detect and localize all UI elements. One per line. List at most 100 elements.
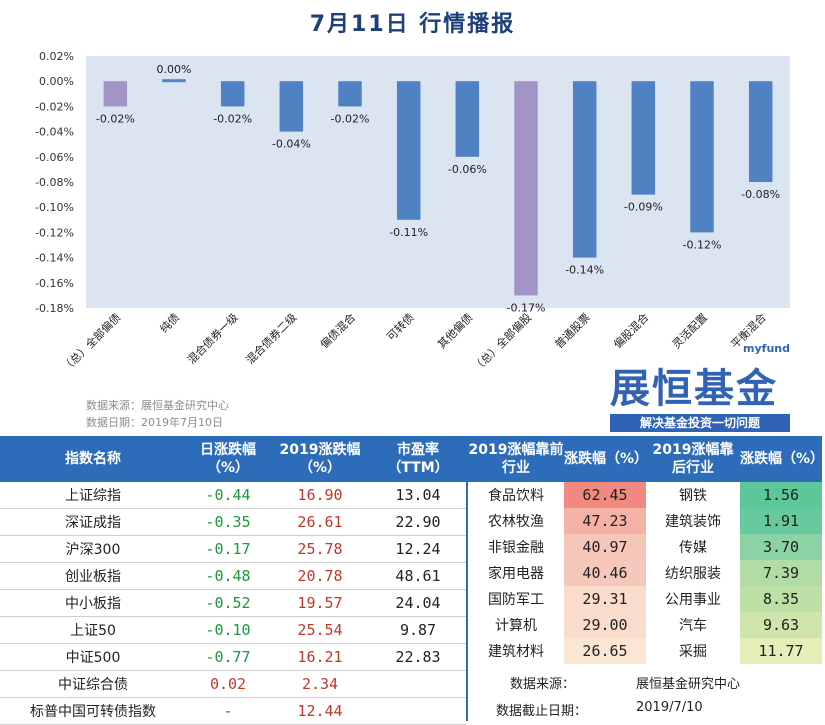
- x-tick-label: 混合债券一级: [184, 310, 241, 367]
- footer-source-value: 展恒基金研究中心: [636, 677, 741, 692]
- index-ytd-change: 12.44: [270, 697, 370, 725]
- table-row: 中小板指 -0.52 19.57 24.04: [0, 589, 466, 617]
- index-pe: 24.04: [370, 589, 466, 617]
- data-label: -0.14%: [565, 264, 604, 277]
- index-pe: [370, 697, 466, 725]
- index-day-change: 0.02: [186, 670, 270, 698]
- bottom-industry-value: 7.39: [740, 560, 822, 586]
- table-row: 创业板指 -0.48 20.78 48.61: [0, 562, 466, 590]
- index-name: 上证50: [0, 616, 186, 644]
- column-header: 市盈率（TTM）: [370, 436, 466, 482]
- column-header: 2019涨幅靠后行业: [646, 436, 740, 482]
- table-row: 计算机 29.00 汽车 9.63: [468, 612, 822, 638]
- bar: [455, 81, 480, 157]
- top-industry-value: 47.23: [564, 508, 646, 534]
- bar: [279, 81, 304, 132]
- bar: [572, 81, 597, 258]
- x-tick-label: 普通股票: [552, 310, 593, 351]
- data-label: 0.00%: [157, 63, 192, 76]
- bottom-industry-name: 纺织服装: [665, 566, 721, 582]
- data-label: -0.11%: [389, 226, 428, 239]
- data-label: -0.09%: [624, 201, 663, 214]
- table-row: 上证50 -0.10 25.54 9.87: [0, 616, 466, 644]
- bar: [514, 81, 538, 296]
- y-tick-label: -0.12%: [35, 226, 74, 239]
- x-tick-label: 纯债: [157, 310, 182, 335]
- top-industry-value: 29.31: [564, 586, 646, 612]
- index-ytd-change: 19.57: [270, 589, 370, 617]
- index-pe: [370, 670, 466, 698]
- index-ytd-change: 26.61: [270, 508, 370, 536]
- column-header: 2019涨跌幅（%）: [270, 436, 370, 482]
- page-title: 7月11日 行情播报: [309, 12, 516, 37]
- index-ytd-change: 25.54: [270, 616, 370, 644]
- column-header: 2019涨幅靠前行业: [468, 436, 564, 482]
- chart-date: 数据日期：2019年7月10日: [86, 416, 223, 429]
- top-industry-name: 建筑材料: [488, 644, 544, 660]
- footer-date-value: 2019/7/10: [636, 700, 703, 715]
- index-name: 深证成指: [0, 508, 186, 536]
- table-row: 非银金融 40.97 传媒 3.70: [468, 534, 822, 560]
- column-header: 指数名称: [0, 436, 186, 482]
- index-ytd-change: 16.90: [270, 482, 370, 509]
- y-tick-label: 0.00%: [39, 75, 74, 88]
- footer-source-label: 数据来源：: [510, 677, 576, 692]
- index-day-change: -0.10: [186, 616, 270, 644]
- index-pe: 22.90: [370, 508, 466, 536]
- top-industry-name: 非银金融: [488, 540, 544, 556]
- bottom-industry-value: 8.35: [740, 586, 822, 612]
- table-row: 家用电器 40.46 纺织服装 7.39: [468, 560, 822, 586]
- table-row: 标普中国可转债指数 -12.44: [0, 697, 466, 725]
- y-tick-label: -0.08%: [35, 176, 74, 189]
- top-industry-name: 食品饮料: [488, 488, 544, 504]
- table-row: 中证综合债 0.02 2.34: [0, 670, 466, 698]
- index-name: 创业板指: [0, 562, 186, 590]
- table-row: 上证综指 -0.44 16.90 13.04: [0, 482, 466, 509]
- bottom-industry-value: 11.77: [740, 638, 822, 664]
- plot-area: [86, 56, 790, 308]
- index-day-change: -0.48: [186, 562, 270, 590]
- bar: [631, 81, 656, 195]
- x-tick-label: 偏债混合: [317, 310, 358, 351]
- bar: [396, 81, 421, 220]
- x-tick-label: （总）全部偏债: [59, 310, 123, 374]
- data-label: -0.02%: [213, 112, 252, 125]
- top-industry-value: 40.97: [564, 534, 646, 560]
- y-tick-label: -0.18%: [35, 302, 74, 315]
- bottom-industry-value: 3.70: [740, 534, 822, 560]
- bottom-industry-name: 公用事业: [665, 592, 721, 608]
- bar: [220, 81, 245, 107]
- data-label: -0.06%: [448, 163, 487, 176]
- index-pe: 48.61: [370, 562, 466, 590]
- table-row: 中证500 -0.77 16.21 22.83: [0, 643, 466, 671]
- table-row: 国防军工 29.31 公用事业 8.35: [468, 586, 822, 612]
- bar: [103, 81, 128, 107]
- chart-source: 数据来源：展恒基金研究中心: [86, 399, 229, 412]
- index-ytd-change: 2.34: [270, 670, 370, 698]
- y-tick-label: -0.02%: [35, 100, 74, 113]
- index-day-change: -0.44: [186, 482, 270, 509]
- index-ytd-change: 16.21: [270, 643, 370, 671]
- top-industry-value: 29.00: [564, 612, 646, 638]
- top-industry-value: 40.46: [564, 560, 646, 586]
- column-header: 涨跌幅（%）: [564, 436, 648, 482]
- top-industry-name: 农林牧渔: [488, 514, 544, 530]
- index-day-change: -: [186, 697, 270, 725]
- index-table: 指数名称 日涨跌幅（%） 2019涨跌幅（%） 市盈率（TTM） 上证综指 -0.44 1…: [0, 436, 466, 725]
- top-industry-name: 国防军工: [488, 592, 544, 608]
- bottom-industry-name: 汽车: [679, 618, 707, 634]
- bottom-industry-name: 传媒: [679, 540, 707, 556]
- column-header: 日涨跌幅（%）: [186, 436, 270, 482]
- logo-brand: myfund: [743, 342, 790, 355]
- top-industry-name: 家用电器: [488, 566, 544, 582]
- index-name: 中小板指: [0, 589, 186, 617]
- bottom-industry-value: 1.91: [740, 508, 822, 534]
- y-tick-label: -0.06%: [35, 151, 74, 164]
- index-day-change: -0.17: [186, 535, 270, 563]
- table-row: 食品饮料 62.45 钢铁 1.56: [468, 482, 822, 508]
- top-industry-value: 26.65: [564, 638, 646, 664]
- bar-chart: 0.02% 0.00% -0.02% -0.04% -0.06% -0.08% -0.10%…: [35, 50, 790, 375]
- bottom-industry-name: 建筑装饰: [665, 514, 721, 530]
- index-pe: 12.24: [370, 535, 466, 563]
- data-label: -0.02%: [96, 112, 135, 125]
